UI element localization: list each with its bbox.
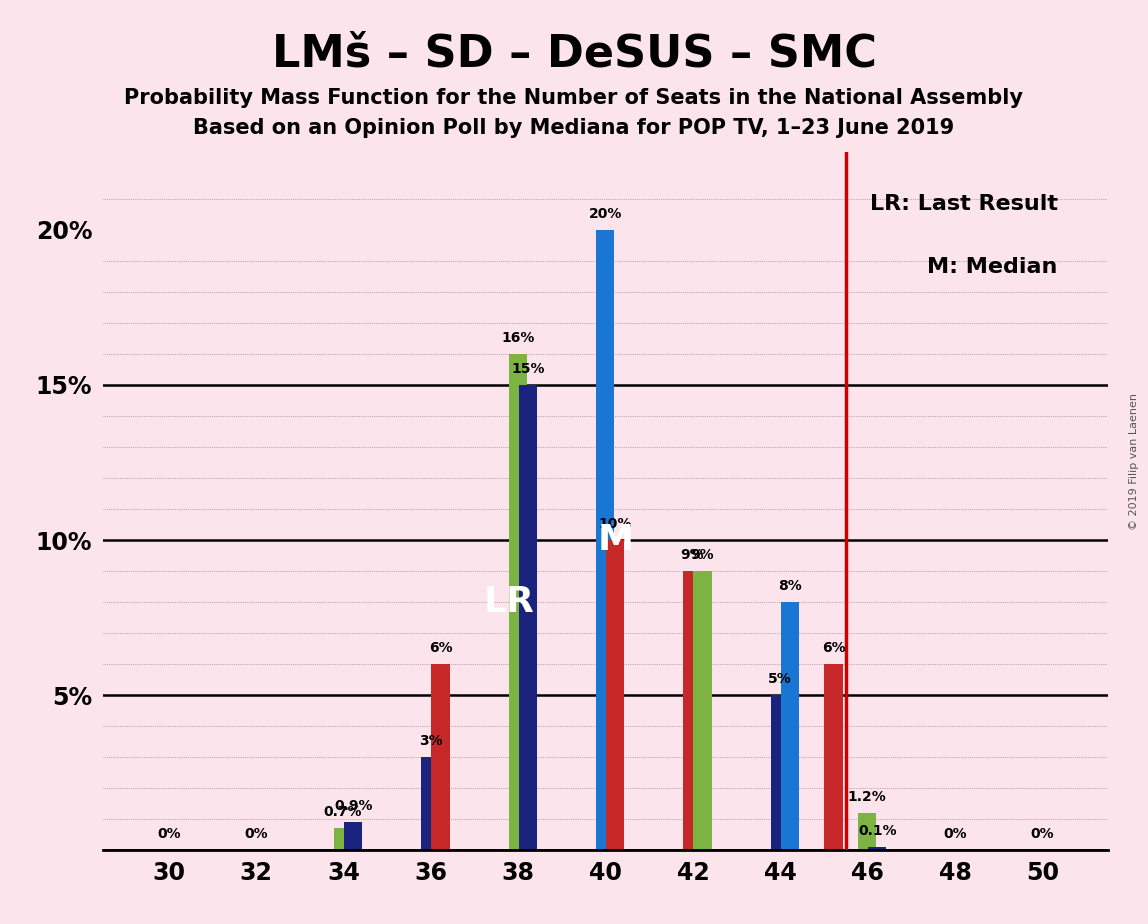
Text: M: M bbox=[597, 523, 634, 557]
Bar bbox=[334, 829, 352, 850]
Bar bbox=[693, 571, 712, 850]
Text: 6%: 6% bbox=[822, 640, 845, 655]
Text: 0.9%: 0.9% bbox=[334, 799, 372, 813]
Text: 0.1%: 0.1% bbox=[858, 823, 897, 838]
Bar bbox=[432, 664, 450, 850]
Text: 1.2%: 1.2% bbox=[848, 790, 886, 804]
Bar bbox=[519, 385, 537, 850]
Bar bbox=[344, 822, 363, 850]
Bar bbox=[770, 695, 789, 850]
Text: 9%: 9% bbox=[681, 548, 704, 562]
Text: 0%: 0% bbox=[245, 827, 267, 841]
Text: 10%: 10% bbox=[598, 517, 631, 530]
Bar bbox=[421, 757, 440, 850]
Text: 3%: 3% bbox=[419, 734, 442, 748]
Text: 5%: 5% bbox=[768, 672, 792, 686]
Text: Probability Mass Function for the Number of Seats in the National Assembly: Probability Mass Function for the Number… bbox=[124, 88, 1024, 108]
Text: 8%: 8% bbox=[778, 578, 801, 592]
Text: 0.7%: 0.7% bbox=[324, 805, 363, 819]
Bar bbox=[858, 813, 876, 850]
Text: 6%: 6% bbox=[428, 640, 452, 655]
Text: 0%: 0% bbox=[1031, 827, 1054, 841]
Text: 0%: 0% bbox=[944, 827, 967, 841]
Bar bbox=[868, 847, 886, 850]
Text: 15%: 15% bbox=[511, 361, 544, 376]
Bar bbox=[509, 354, 527, 850]
Bar bbox=[824, 664, 843, 850]
Text: LR: LR bbox=[483, 585, 534, 619]
Bar bbox=[606, 540, 625, 850]
Text: LMš – SD – DeSUS – SMC: LMš – SD – DeSUS – SMC bbox=[271, 32, 877, 76]
Text: M: Median: M: Median bbox=[928, 257, 1057, 277]
Text: 20%: 20% bbox=[589, 207, 622, 221]
Text: Based on an Opinion Poll by Mediana for POP TV, 1–23 June 2019: Based on an Opinion Poll by Mediana for … bbox=[193, 118, 955, 139]
Text: 9%: 9% bbox=[691, 548, 714, 562]
Bar bbox=[781, 602, 799, 850]
Bar bbox=[683, 571, 701, 850]
Text: © 2019 Filip van Laenen: © 2019 Filip van Laenen bbox=[1130, 394, 1139, 530]
Bar bbox=[596, 230, 614, 850]
Text: LR: Last Result: LR: Last Result bbox=[869, 194, 1057, 214]
Text: 16%: 16% bbox=[501, 331, 535, 345]
Text: 0%: 0% bbox=[157, 827, 180, 841]
